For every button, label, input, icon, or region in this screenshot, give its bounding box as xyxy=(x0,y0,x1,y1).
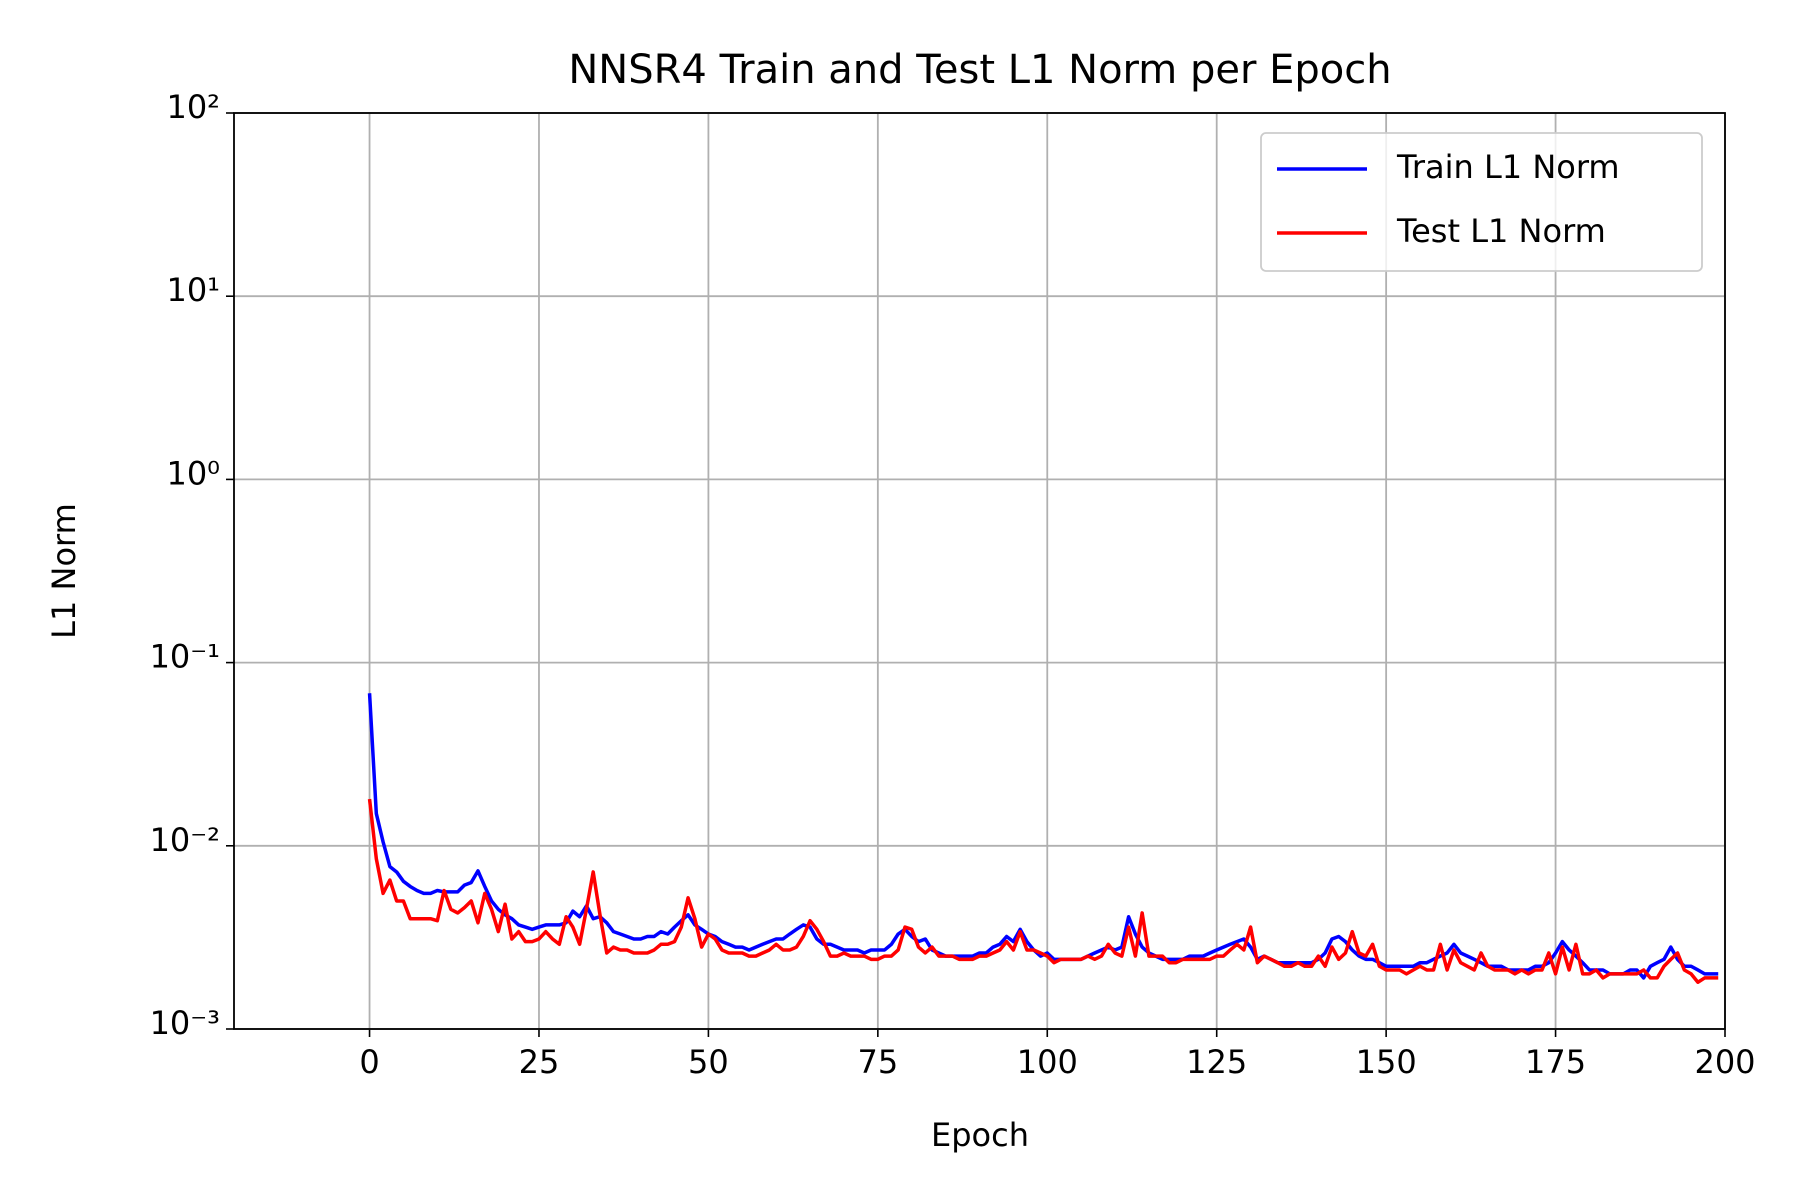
chart-title: NNSR4 Train and Test L1 Norm per Epoch xyxy=(568,47,1391,93)
x-tick-label: 200 xyxy=(1694,1043,1755,1081)
x-tick-label: 125 xyxy=(1186,1043,1247,1081)
legend-label: Train L1 Norm xyxy=(1396,148,1620,186)
y-axis-label: L1 Norm xyxy=(45,503,83,639)
x-tick-label: 100 xyxy=(1017,1043,1078,1081)
x-tick-label: 150 xyxy=(1356,1043,1417,1081)
y-tick-label: 10² xyxy=(166,88,220,126)
x-tick-label: 75 xyxy=(857,1043,898,1081)
y-tick-label: 10¹ xyxy=(166,271,220,309)
x-tick-label: 0 xyxy=(359,1043,379,1081)
legend-label: Test L1 Norm xyxy=(1396,212,1606,250)
legend-box xyxy=(1260,132,1703,272)
x-tick-label: 25 xyxy=(519,1043,560,1081)
x-tick-label: 175 xyxy=(1525,1043,1586,1081)
y-tick-label: 10⁰ xyxy=(166,454,220,492)
y-tick-label: 10⁻³ xyxy=(150,1004,220,1042)
x-axis-label: Epoch xyxy=(931,1116,1029,1154)
x-tick-label: 50 xyxy=(688,1043,729,1081)
data-line xyxy=(367,798,1719,984)
plot-frame xyxy=(233,112,1726,1030)
y-tick-label: 10⁻¹ xyxy=(150,638,220,676)
y-tick-label: 10⁻² xyxy=(150,821,220,859)
